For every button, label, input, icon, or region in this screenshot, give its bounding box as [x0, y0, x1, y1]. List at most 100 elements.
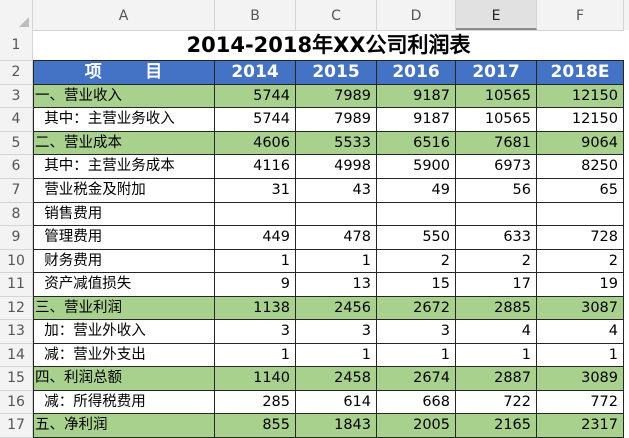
row-header-12[interactable]: 12 — [0, 296, 33, 321]
row-header-14[interactable]: 14 — [0, 343, 33, 368]
row-label[interactable]: 四、利润总额 — [33, 367, 215, 391]
value-cell[interactable]: 2317 — [537, 414, 624, 438]
row-label[interactable]: 五、净利润 — [33, 414, 215, 438]
value-cell[interactable]: 65 — [537, 178, 624, 203]
row-header-5[interactable]: 5 — [0, 131, 33, 156]
value-cell[interactable]: 478 — [296, 226, 377, 250]
value-cell[interactable]: 43 — [296, 178, 377, 203]
value-cell[interactable]: 2885 — [456, 296, 537, 321]
value-cell[interactable]: 56 — [456, 178, 537, 203]
row-label[interactable]: 管理费用 — [33, 226, 215, 250]
value-cell[interactable]: 12150 — [537, 84, 624, 109]
value-cell[interactable]: 7989 — [296, 108, 377, 132]
value-cell[interactable]: 15 — [377, 273, 456, 297]
value-cell[interactable]: 2 — [456, 249, 537, 274]
select-all-corner[interactable] — [0, 0, 33, 30]
row-header-10[interactable]: 10 — [0, 249, 33, 274]
header-cell-item[interactable]: 项目 — [33, 61, 215, 85]
row-label[interactable]: 销售费用 — [33, 202, 215, 227]
column-header-b[interactable]: B — [215, 0, 296, 30]
row-header-8[interactable]: 8 — [0, 202, 33, 227]
value-cell[interactable]: 4606 — [215, 131, 296, 156]
value-cell[interactable]: 6973 — [456, 155, 537, 179]
value-cell[interactable]: 614 — [296, 390, 377, 415]
column-header-d[interactable]: D — [377, 0, 456, 30]
row-label[interactable]: 一、营业收入 — [33, 84, 215, 109]
value-cell[interactable]: 5900 — [377, 155, 456, 179]
value-cell[interactable]: 728 — [537, 226, 624, 250]
row-header-16[interactable]: 16 — [0, 390, 33, 415]
value-cell[interactable]: 3 — [215, 320, 296, 344]
row-header-15[interactable]: 15 — [0, 367, 33, 391]
value-cell[interactable] — [537, 202, 624, 227]
value-cell[interactable]: 7989 — [296, 84, 377, 109]
value-cell[interactable]: 633 — [456, 226, 537, 250]
value-cell[interactable]: 49 — [377, 178, 456, 203]
value-cell[interactable]: 6516 — [377, 131, 456, 156]
value-cell[interactable] — [296, 202, 377, 227]
row-label[interactable]: 财务费用 — [33, 249, 215, 274]
row-label[interactable]: 其中：主营业务收入 — [33, 108, 215, 132]
value-cell[interactable]: 1843 — [296, 414, 377, 438]
header-cell-year[interactable]: 2014 — [215, 61, 296, 85]
value-cell[interactable]: 2458 — [296, 367, 377, 391]
row-label[interactable]: 二、营业成本 — [33, 131, 215, 156]
row-header-6[interactable]: 6 — [0, 155, 33, 179]
value-cell[interactable]: 10565 — [456, 108, 537, 132]
value-cell[interactable]: 2005 — [377, 414, 456, 438]
value-cell[interactable]: 31 — [215, 178, 296, 203]
value-cell[interactable]: 19 — [537, 273, 624, 297]
value-cell[interactable]: 1 — [296, 249, 377, 274]
column-header-a[interactable]: A — [33, 0, 215, 30]
value-cell[interactable]: 4998 — [296, 155, 377, 179]
value-cell[interactable]: 3089 — [537, 367, 624, 391]
value-cell[interactable]: 4 — [537, 320, 624, 344]
value-cell[interactable]: 449 — [215, 226, 296, 250]
value-cell[interactable]: 1 — [215, 343, 296, 368]
column-header-f[interactable]: F — [537, 0, 624, 30]
row-label[interactable]: 加：营业外收入 — [33, 320, 215, 344]
value-cell[interactable]: 2674 — [377, 367, 456, 391]
value-cell[interactable]: 1138 — [215, 296, 296, 321]
value-cell[interactable]: 2165 — [456, 414, 537, 438]
value-cell[interactable]: 5533 — [296, 131, 377, 156]
value-cell[interactable]: 1 — [377, 343, 456, 368]
value-cell[interactable]: 4 — [456, 320, 537, 344]
value-cell[interactable]: 1 — [296, 343, 377, 368]
value-cell[interactable]: 9064 — [537, 131, 624, 156]
column-header-c[interactable]: C — [296, 0, 377, 30]
row-header-9[interactable]: 9 — [0, 226, 33, 250]
value-cell[interactable]: 2887 — [456, 367, 537, 391]
row-header-11[interactable]: 11 — [0, 273, 33, 297]
value-cell[interactable]: 2456 — [296, 296, 377, 321]
row-header-13[interactable]: 13 — [0, 320, 33, 344]
value-cell[interactable]: 3 — [296, 320, 377, 344]
header-cell-year[interactable]: 2018E — [537, 61, 624, 85]
value-cell[interactable]: 2672 — [377, 296, 456, 321]
value-cell[interactable]: 3087 — [537, 296, 624, 321]
value-cell[interactable]: 668 — [377, 390, 456, 415]
header-cell-year[interactable]: 2017 — [456, 61, 537, 85]
value-cell[interactable]: 1 — [537, 343, 624, 368]
header-cell-year[interactable]: 2015 — [296, 61, 377, 85]
sheet-title[interactable]: 2014-2018年XX公司利润表 — [33, 30, 624, 62]
value-cell[interactable]: 13 — [296, 273, 377, 297]
value-cell[interactable] — [377, 202, 456, 227]
value-cell[interactable]: 7681 — [456, 131, 537, 156]
row-header-1[interactable]: 1 — [0, 30, 33, 62]
value-cell[interactable]: 1 — [215, 249, 296, 274]
row-header-17[interactable]: 17 — [0, 414, 33, 438]
column-header-e[interactable]: E — [456, 0, 537, 30]
row-header-7[interactable]: 7 — [0, 178, 33, 203]
value-cell[interactable]: 9187 — [377, 108, 456, 132]
row-label[interactable]: 资产减值损失 — [33, 273, 215, 297]
row-header-4[interactable]: 4 — [0, 108, 33, 132]
row-header-2[interactable]: 2 — [0, 61, 33, 85]
row-label[interactable]: 减：所得税费用 — [33, 390, 215, 415]
row-label[interactable]: 其中：主营业务成本 — [33, 155, 215, 179]
value-cell[interactable] — [456, 202, 537, 227]
value-cell[interactable] — [215, 202, 296, 227]
value-cell[interactable]: 1 — [456, 343, 537, 368]
header-cell-year[interactable]: 2016 — [377, 61, 456, 85]
value-cell[interactable]: 17 — [456, 273, 537, 297]
